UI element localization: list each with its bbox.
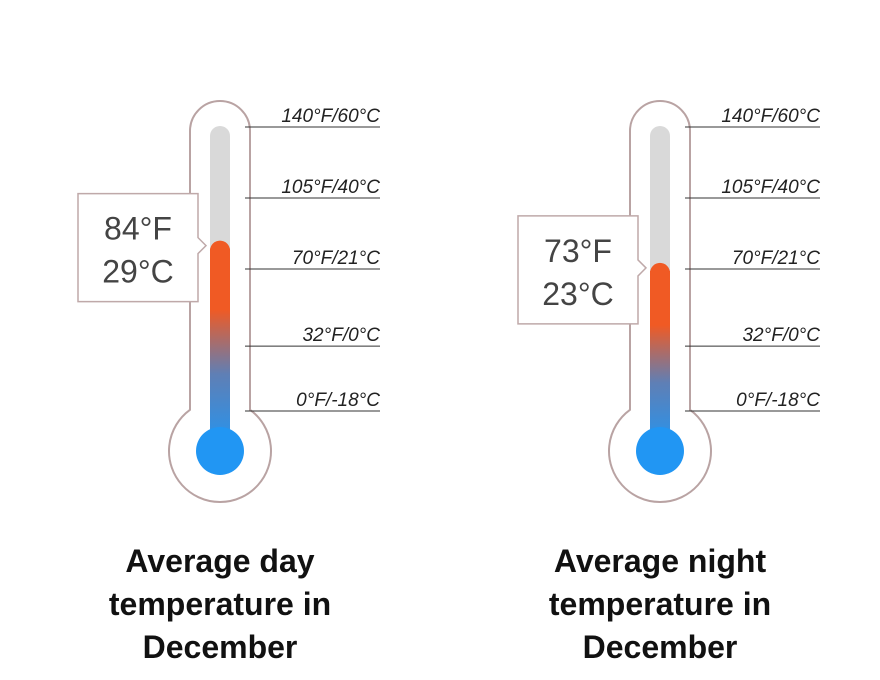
tick-label: 105°F/40°C [721, 177, 820, 198]
tick-label: 32°F/0°C [302, 325, 380, 346]
caption-night: Average night temperature in December [548, 543, 772, 665]
value-celsius: 23°C [542, 276, 614, 312]
value-fahrenheit: 73°F [544, 233, 612, 269]
tick-label: 0°F/-18°C [296, 390, 380, 411]
tick-label: 0°F/-18°C [736, 390, 820, 411]
thermometer-day: 140°F/60°C 105°F/40°C 70°F/21°C 32°F/0°C 0°F… [77, 100, 380, 503]
tick-label: 70°F/21°C [732, 248, 820, 269]
liquid-column-body [650, 270, 670, 451]
tick-label: 32°F/0°C [742, 325, 820, 346]
tick-label: 140°F/60°C [721, 106, 820, 127]
value-fahrenheit: 84°F [104, 211, 172, 247]
thermometer-bulb [636, 427, 684, 475]
thermometer-bulb [196, 427, 244, 475]
liquid-column-body [210, 248, 230, 451]
value-callout [77, 192, 208, 303]
value-celsius: 29°C [102, 254, 174, 290]
caption-day: Average day temperature in December [108, 543, 332, 665]
thermometer-night: 140°F/60°C 105°F/40°C 70°F/21°C 32°F/0°C 0°F… [517, 100, 820, 503]
value-callout [517, 215, 648, 325]
tick-label: 140°F/60°C [281, 106, 380, 127]
tick-label: 105°F/40°C [281, 177, 380, 198]
tick-label: 70°F/21°C [292, 248, 380, 269]
